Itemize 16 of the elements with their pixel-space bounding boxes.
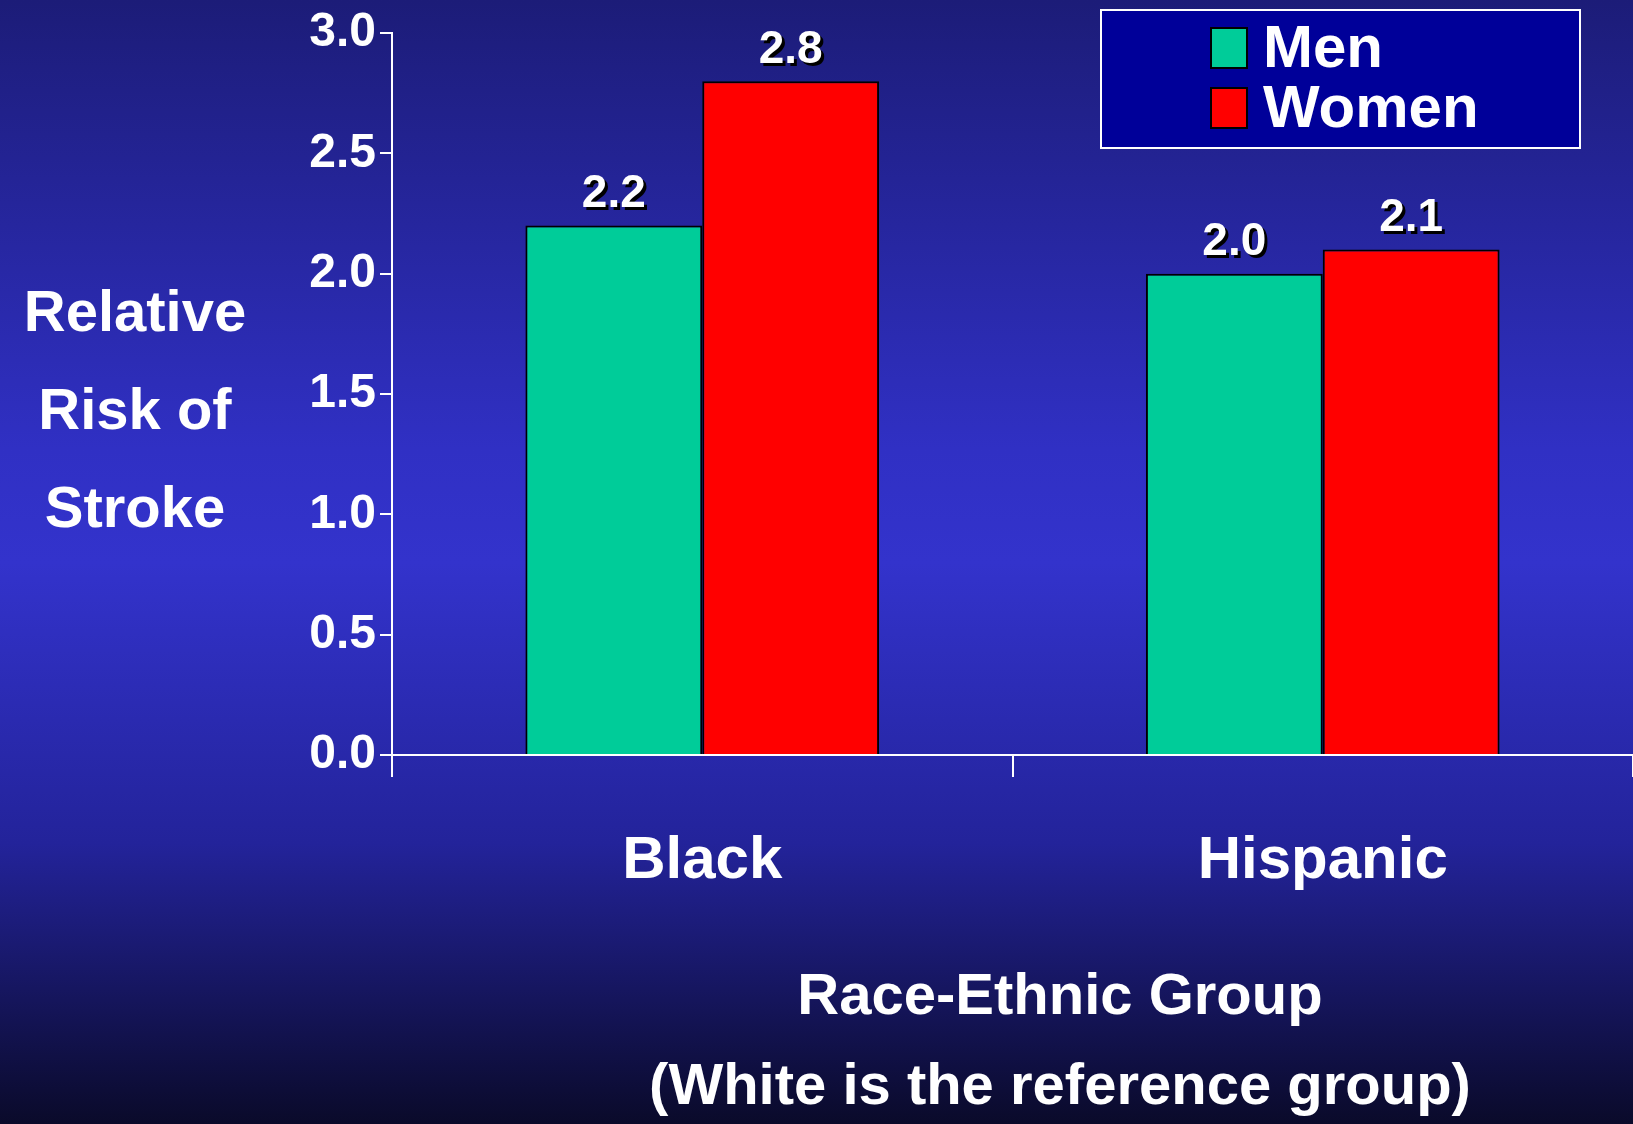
- y-tick-label: 2.0: [309, 243, 376, 297]
- y-tick-label: 0.0: [309, 725, 376, 779]
- x-axis-title: Race-Ethnic Group: [796, 961, 1324, 1026]
- y-tick-label: 3.0: [309, 3, 376, 57]
- data-label: 2.1: [1382, 192, 1447, 245]
- data-label: 2.0: [1205, 216, 1270, 269]
- text: (White is the reference group): [648, 1051, 1472, 1116]
- y-tick-label: 1.0: [309, 484, 376, 538]
- data-label: 2.8: [761, 23, 826, 76]
- y-tick-label: 2.5: [309, 123, 376, 177]
- data-label: 2.2: [584, 168, 649, 221]
- y-axis-title: Relative Risk of Stroke: [22, 277, 248, 541]
- x-tick-label: Black: [622, 823, 783, 891]
- y-tick-label: 1.5: [309, 364, 376, 418]
- y-tick-label: 0.5: [309, 604, 376, 658]
- x-tick-label: Hispanic: [1197, 823, 1448, 891]
